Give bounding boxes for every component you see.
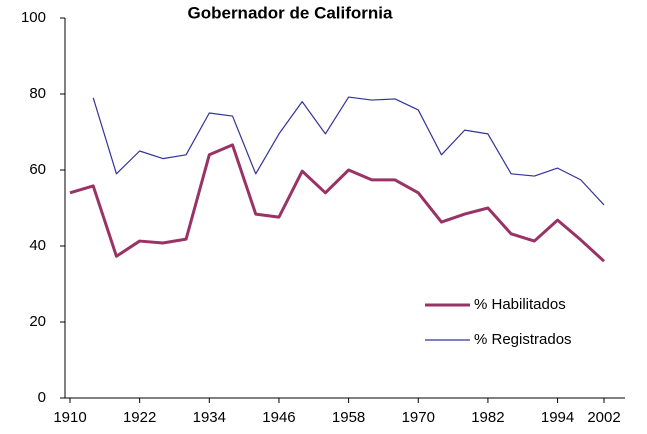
x-tick-label: 1946 [262,409,295,426]
y-tick-label: 0 [38,389,46,406]
y-tick-label: 80 [29,85,46,102]
legend-label: % Habilitados [474,296,566,313]
y-tick-label: 40 [29,237,46,254]
y-tick-label: 60 [29,161,46,178]
x-tick-label: 1982 [471,409,504,426]
x-tick-label: 2002 [587,409,620,426]
legend-label: % Registrados [474,331,572,348]
x-tick-label: 1958 [332,409,365,426]
x-tick-label: 1970 [402,409,435,426]
x-tick-label: 1934 [193,409,226,426]
x-tick-label: 1994 [541,409,574,426]
x-tick-label: 1910 [53,409,86,426]
chart-title: Gobernador de California [188,3,394,22]
series-line [92,96,605,206]
y-tick-label: 20 [29,313,46,330]
y-tick-label: 100 [21,9,46,26]
series-line [69,143,606,263]
x-tick-label: 1922 [123,409,156,426]
